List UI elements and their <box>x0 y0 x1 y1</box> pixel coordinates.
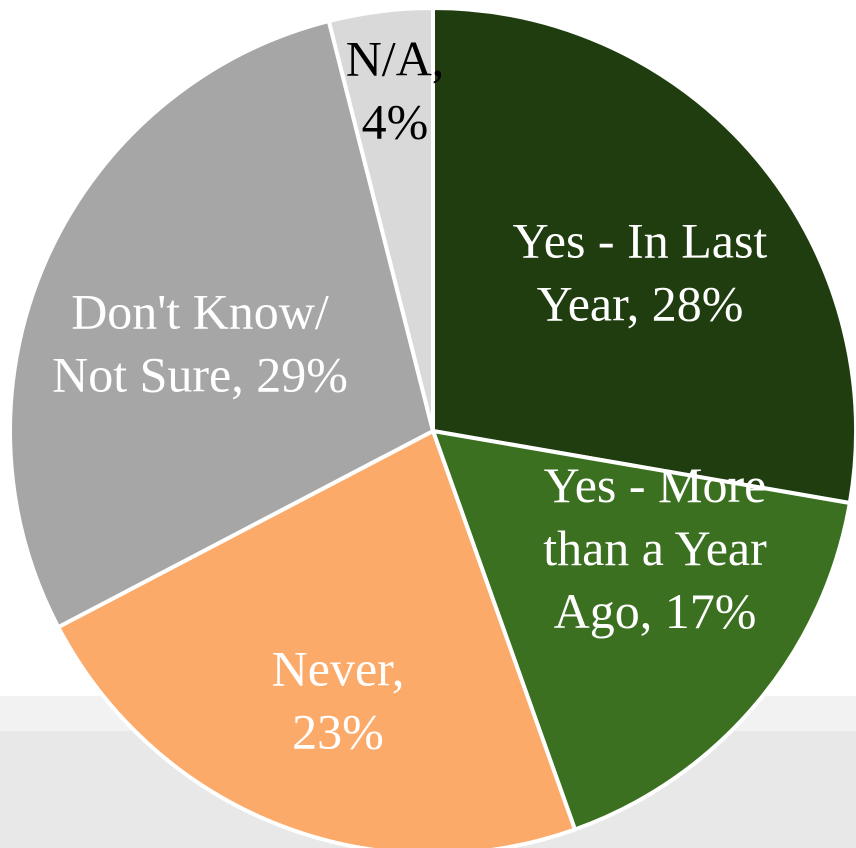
slice-label-line: Ago, 17% <box>554 583 757 639</box>
slice-label-line: N/A, <box>346 31 445 87</box>
slice-label-line: Year, 28% <box>537 276 744 332</box>
slice-label-line: Yes - More <box>544 457 767 513</box>
pie-slices <box>10 8 856 848</box>
slice-label-line: Never, <box>272 641 405 697</box>
slice-label-line: 23% <box>292 704 384 760</box>
slice-label-line: Don't Know/ <box>71 284 329 340</box>
slice-label-line: than a Year <box>543 520 767 576</box>
slice-label-yes-more-than-a-year-ago: Yes - More than a Year Ago, 17% <box>543 457 767 639</box>
slice-label-line: 4% <box>362 94 429 150</box>
slice-label-line: Not Sure, 29% <box>52 347 348 403</box>
slice-label-line: Yes - In Last <box>513 213 768 269</box>
